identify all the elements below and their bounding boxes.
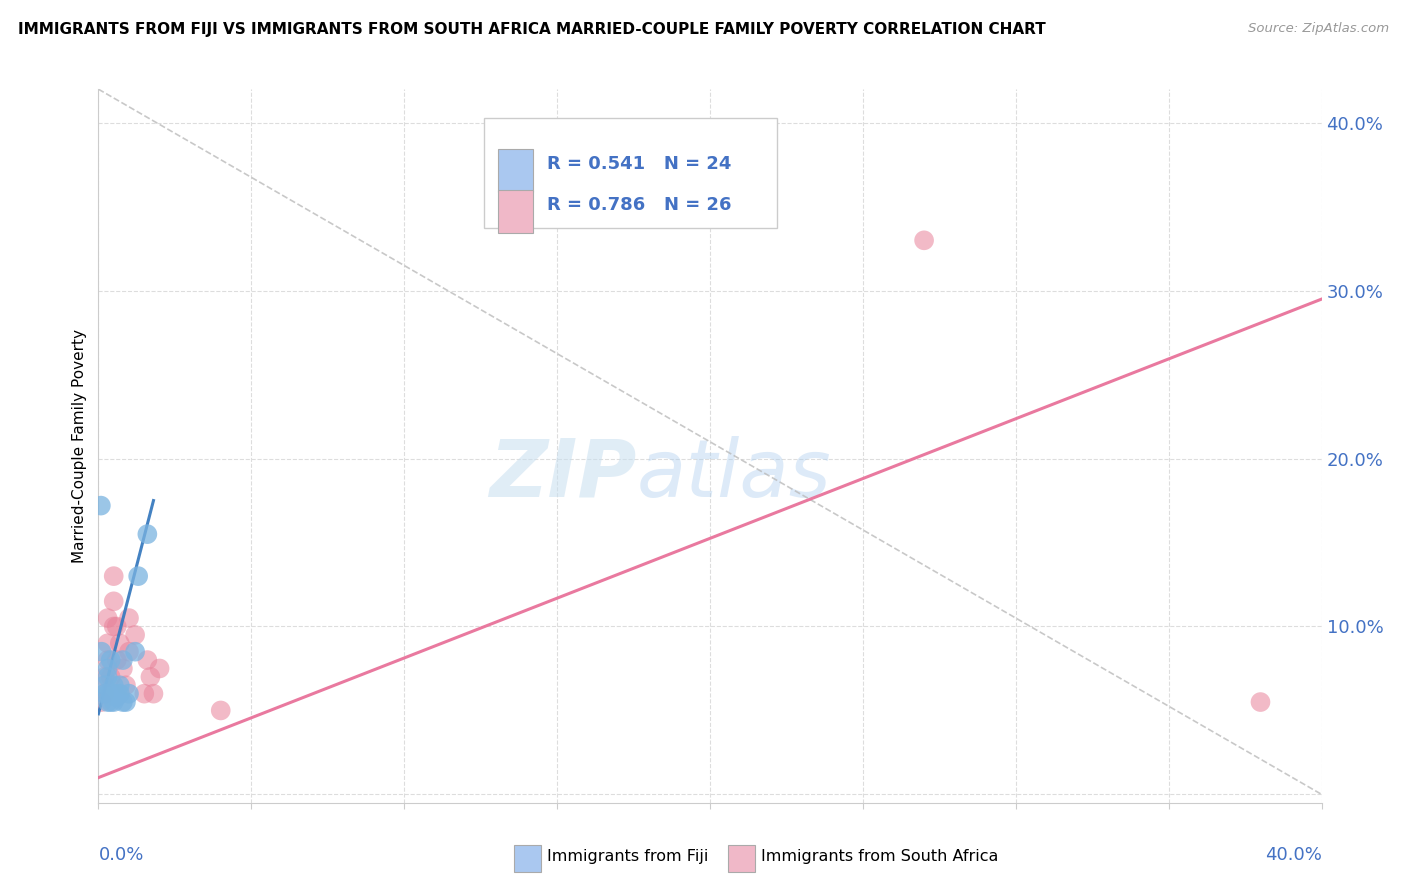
Point [124,645,146,659]
Text: Immigrants from Fiji: Immigrants from Fiji [547,849,709,863]
Point [108,636,131,650]
Text: 40.0%: 40.0% [1265,846,1322,863]
Point [97,670,120,684]
FancyBboxPatch shape [728,845,755,872]
Text: 0.0%: 0.0% [98,846,143,863]
FancyBboxPatch shape [498,150,533,193]
Point [103,569,125,583]
Point [93,687,115,701]
Point [142,687,165,701]
Point [209,703,232,717]
Point [103,678,125,692]
FancyBboxPatch shape [515,845,541,872]
Point [93,670,115,684]
Point [103,687,125,701]
Point [103,695,125,709]
Point [97,636,120,650]
Point [118,687,141,701]
Point [136,527,159,541]
Point [111,653,134,667]
Point [93,687,115,701]
Point [115,695,138,709]
Point [139,670,162,684]
Text: atlas: atlas [637,435,831,514]
Point [134,687,156,701]
Point [127,569,149,583]
Point [1249,695,1271,709]
Point [111,661,134,675]
Text: IMMIGRANTS FROM FIJI VS IMMIGRANTS FROM SOUTH AFRICA MARRIED-COUPLE FAMILY POVER: IMMIGRANTS FROM FIJI VS IMMIGRANTS FROM … [18,22,1046,37]
Point [90,695,112,709]
Point [105,690,128,704]
Text: Source: ZipAtlas.com: Source: ZipAtlas.com [1249,22,1389,36]
Text: ZIP: ZIP [489,435,637,514]
Point [149,661,172,675]
Y-axis label: Married-Couple Family Poverty: Married-Couple Family Poverty [72,329,87,563]
Point [105,653,128,667]
Point [97,653,120,667]
Point [103,619,125,633]
Point [103,594,125,608]
Point [118,645,141,659]
Point [136,653,159,667]
Point [97,661,120,675]
Point [105,619,128,633]
Point [100,670,122,684]
Point [97,611,120,625]
Point [93,678,115,692]
FancyBboxPatch shape [484,118,778,228]
Point [108,678,131,692]
FancyBboxPatch shape [498,190,533,233]
Point [97,695,120,709]
Point [912,233,935,247]
Text: R = 0.786   N = 26: R = 0.786 N = 26 [547,196,733,214]
Point [111,695,134,709]
Point [100,695,122,709]
Point [90,645,112,659]
Point [115,678,138,692]
Text: Immigrants from South Africa: Immigrants from South Africa [762,849,998,863]
Point [108,687,131,701]
Point [124,628,146,642]
Point [118,611,141,625]
Point [100,687,122,701]
Point [100,653,122,667]
Text: R = 0.541   N = 24: R = 0.541 N = 24 [547,155,731,173]
Point [97,687,120,701]
Point [90,499,112,513]
